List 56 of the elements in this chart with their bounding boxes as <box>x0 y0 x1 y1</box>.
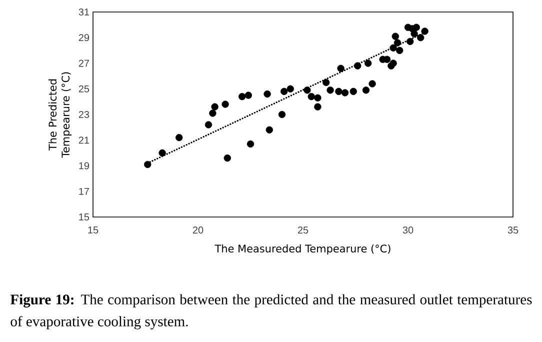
point <box>396 46 404 54</box>
point <box>354 62 362 70</box>
point <box>238 92 246 100</box>
y-tick-label: 17 <box>79 188 89 195</box>
point <box>406 38 414 46</box>
y-tick-label: 23 <box>78 110 90 118</box>
point <box>322 78 330 86</box>
point <box>211 103 218 110</box>
point <box>408 25 416 32</box>
x-tick-label: 35 <box>508 226 518 234</box>
point <box>326 86 334 94</box>
point <box>337 64 344 72</box>
text: Figure 19: The comparison between the predicted and the measured outlet temperatures of evaporative cooling system. <box>10 294 532 330</box>
y-tick-label: 29 <box>78 34 90 42</box>
point <box>280 88 288 96</box>
point <box>341 89 349 96</box>
point <box>144 160 152 168</box>
point <box>421 28 428 35</box>
point <box>364 60 372 67</box>
point <box>390 60 397 67</box>
point <box>335 88 342 96</box>
point <box>304 86 311 94</box>
point <box>158 149 166 157</box>
point <box>266 126 273 134</box>
point <box>176 134 183 142</box>
point <box>390 44 397 52</box>
point <box>278 110 286 118</box>
y-tick-label: 15 <box>79 214 90 220</box>
point <box>368 80 376 88</box>
x-tick-label: 30 <box>402 226 414 234</box>
y-tick-label: 27 <box>78 60 89 67</box>
point <box>222 100 229 108</box>
y-axis-title: The Predicted Tempearure (°C) <box>48 72 72 158</box>
x-tick-label: 15 <box>88 226 98 234</box>
x-tick-label: 25 <box>298 226 308 234</box>
point <box>350 88 357 96</box>
point <box>246 140 254 148</box>
point <box>362 86 370 94</box>
y-tick-label: 31 <box>78 8 89 16</box>
x-axis-title: The Measureded Tempearure (°C) <box>214 244 390 255</box>
point <box>314 103 322 110</box>
point <box>264 90 271 98</box>
point <box>224 154 231 162</box>
y-tick-label: 25 <box>78 85 90 92</box>
point <box>314 94 322 102</box>
point <box>392 32 399 40</box>
point <box>244 92 252 99</box>
point <box>308 92 315 100</box>
point <box>286 85 294 92</box>
point <box>394 39 402 46</box>
x-tick-label: 20 <box>192 226 204 234</box>
y-tick-label: 19 <box>79 162 90 170</box>
point <box>417 34 424 42</box>
point <box>204 121 212 128</box>
point <box>209 110 216 117</box>
y-tick-label: 21 <box>78 136 89 144</box>
